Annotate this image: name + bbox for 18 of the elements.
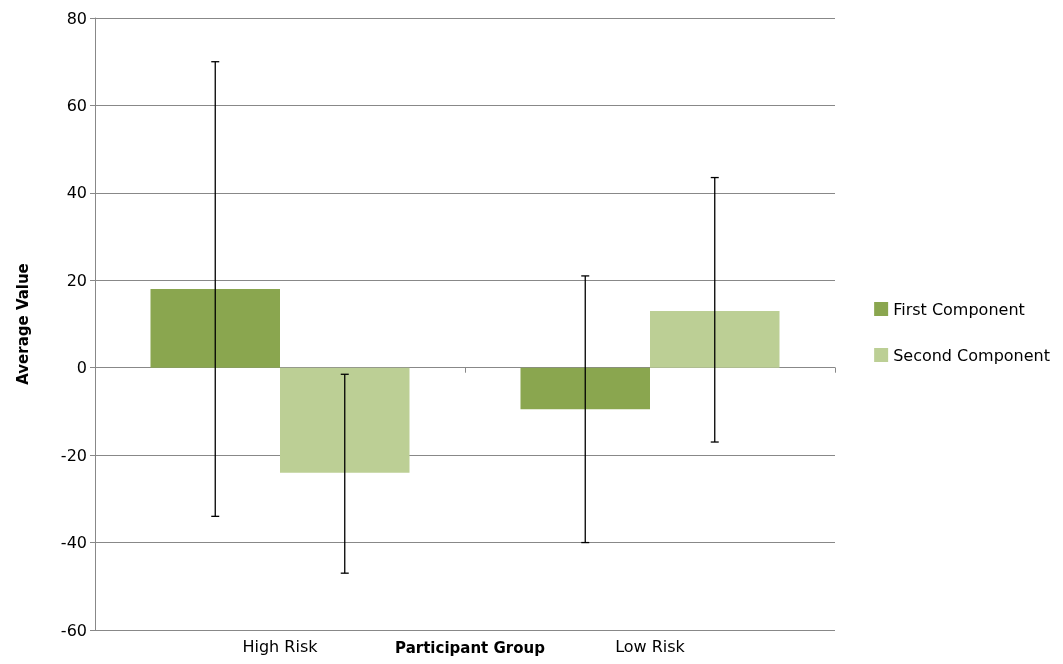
bar [520, 367, 650, 410]
y-tick-label: 40 [66, 183, 87, 203]
y-tick-label: 0 [76, 358, 87, 378]
y-tick-label: 60 [66, 95, 87, 115]
y-tick-label: -40 [60, 533, 87, 553]
legend-label: Second Component [893, 345, 1050, 365]
bar [280, 367, 410, 473]
y-tick-label: -20 [60, 445, 87, 465]
x-tick-label: Low Risk [615, 636, 686, 656]
y-axis-title: Average Value [13, 263, 32, 385]
legend-label: First Component [893, 299, 1025, 319]
y-tick-label: 80 [66, 8, 87, 28]
bar [650, 310, 780, 368]
x-axis-title: Participant Group [395, 638, 546, 657]
x-tick-label: High Risk [242, 636, 319, 656]
y-tick-label: 20 [66, 270, 87, 290]
bar [150, 289, 280, 368]
y-tick-label: -60 [60, 620, 87, 640]
